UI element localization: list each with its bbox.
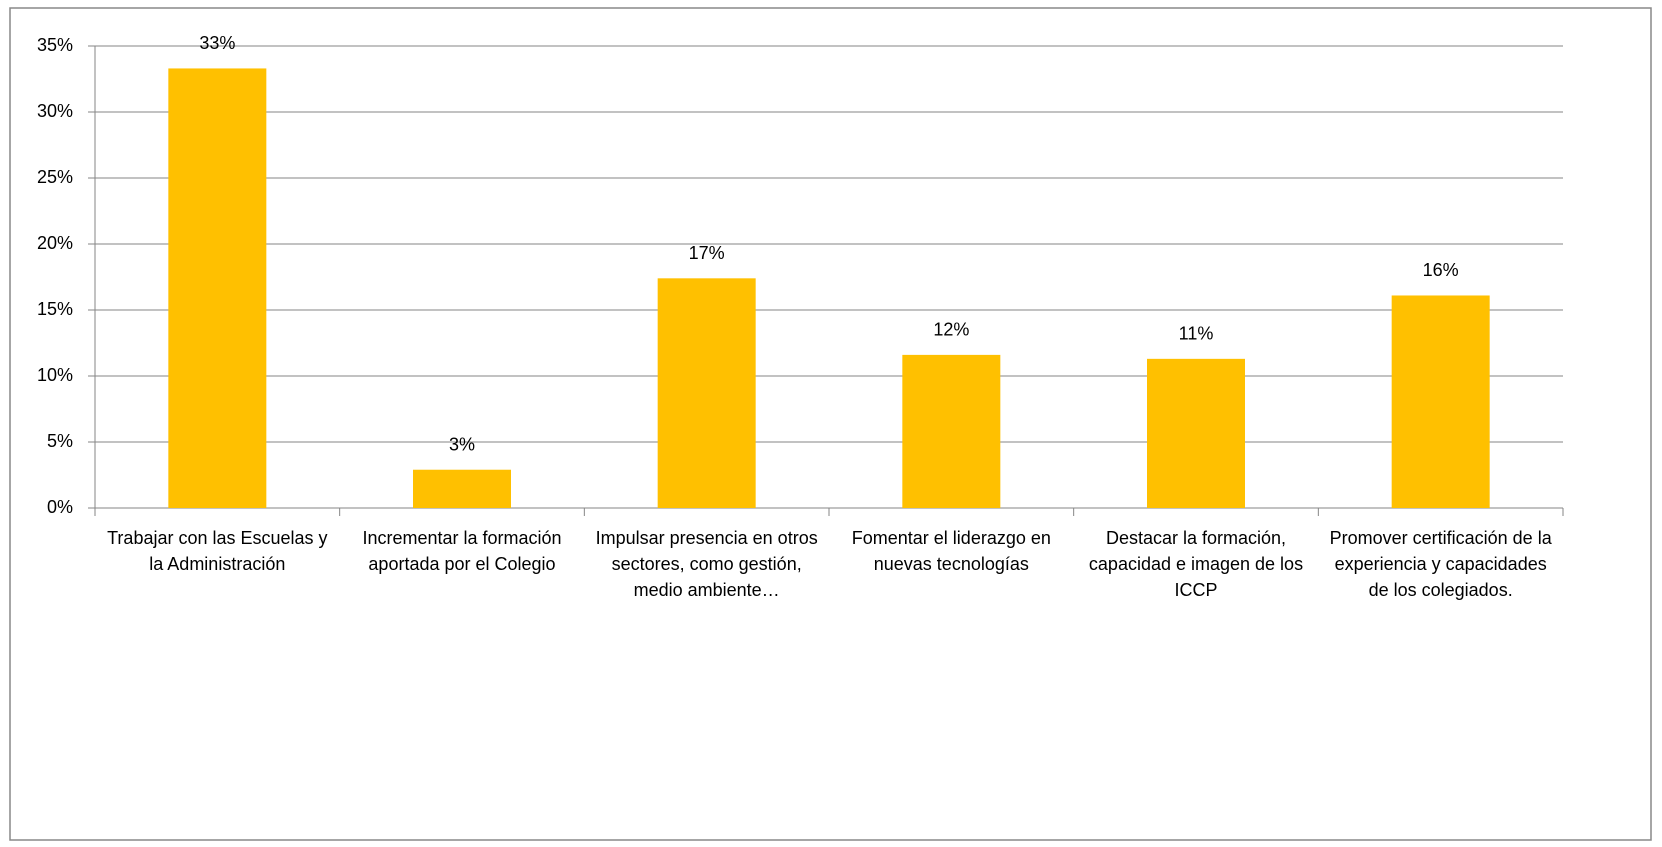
- bar: [168, 68, 267, 508]
- y-tick-label: 10%: [37, 365, 73, 385]
- y-tick-label: 20%: [37, 233, 73, 253]
- x-tick-label: Incrementar la formación aportada por el…: [362, 528, 562, 574]
- x-tick-label: Impulsar presencia en otros sectores, co…: [595, 528, 818, 600]
- bar: [413, 469, 511, 508]
- y-tick-label: 5%: [47, 431, 73, 451]
- data-label: 12%: [933, 320, 969, 340]
- x-tick-label: Promover certificación de la experiencia…: [1329, 528, 1552, 600]
- data-label: 3%: [449, 434, 475, 454]
- bar: [902, 354, 1001, 508]
- data-label: 16%: [1423, 260, 1459, 280]
- data-label: 11%: [1179, 324, 1214, 344]
- y-tick-label: 30%: [37, 101, 73, 121]
- bar: [1147, 358, 1245, 508]
- x-tick-label: Fomentar el liderazgo en nuevas tecnolog…: [851, 528, 1051, 574]
- bar: [657, 278, 756, 508]
- y-tick-label: 0%: [47, 497, 73, 517]
- data-label: 17%: [689, 243, 725, 263]
- y-tick-label: 35%: [37, 35, 73, 55]
- x-tick-label: Trabajar con las Escuelas y la Administr…: [107, 528, 328, 574]
- y-tick-label: 15%: [37, 299, 73, 319]
- bar: [1391, 295, 1490, 508]
- chart-border: [9, 7, 1652, 841]
- data-label: 33%: [199, 33, 235, 53]
- x-tick-label: Destacar la formación, capacidad e image…: [1088, 528, 1304, 600]
- y-tick-label: 25%: [37, 167, 73, 187]
